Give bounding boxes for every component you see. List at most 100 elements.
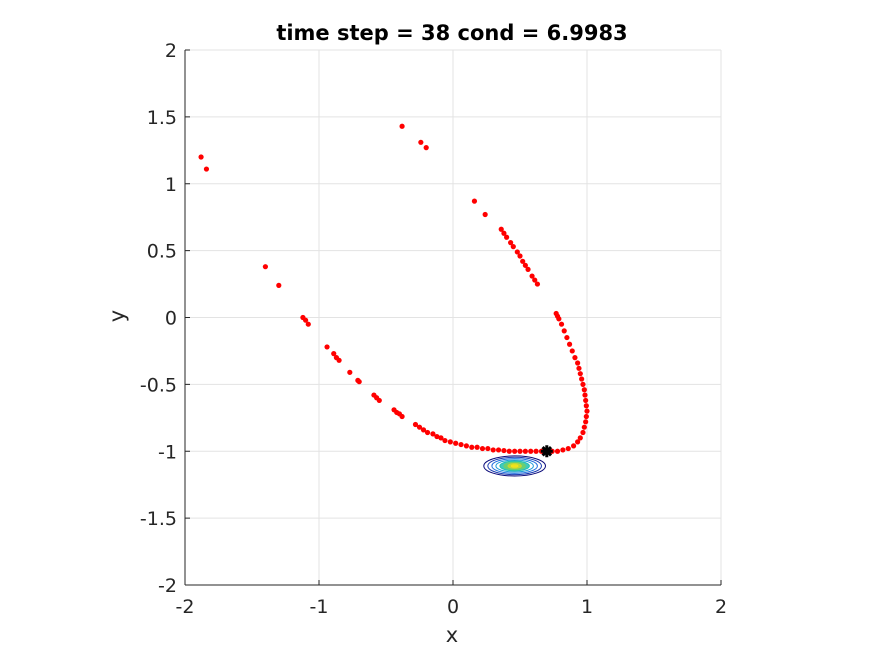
position-marker (540, 445, 553, 458)
scatter-point (529, 273, 535, 279)
contour-level (510, 464, 519, 468)
scatter-point (423, 145, 429, 151)
scatter-point (522, 262, 528, 268)
scatter-point (412, 421, 419, 428)
scatter-point (583, 419, 589, 425)
y-tick-label: -0.5 (140, 374, 177, 396)
scatter-point (420, 427, 427, 433)
scatter-point (569, 348, 575, 354)
x-tick-label: -1 (310, 596, 329, 618)
scatter-point (490, 447, 496, 453)
scatter-point (534, 281, 541, 287)
scatter-point (517, 253, 523, 259)
scatter-point (580, 381, 586, 387)
scatter-point (510, 244, 516, 250)
scatter-point (501, 230, 507, 236)
scatter-point (533, 448, 539, 454)
y-tick-label: 2 (165, 40, 177, 62)
scatter-point (479, 445, 486, 452)
scatter-point (561, 328, 567, 334)
axes-lines (184, 49, 722, 586)
scatter-point (564, 334, 570, 341)
scatter-point (336, 357, 342, 363)
scatter-point (305, 321, 311, 327)
scatter-point (581, 424, 587, 430)
scatter-point (376, 397, 382, 404)
scatter-point (576, 365, 582, 371)
scatter-point (198, 154, 204, 160)
scatter-point (583, 413, 589, 420)
y-tick-label: 0.5 (147, 241, 177, 263)
scatter-point (356, 379, 362, 385)
scatter-point (584, 408, 590, 414)
scatter-point (399, 413, 405, 420)
y-axis-label: y (105, 310, 129, 322)
contour-level (487, 456, 542, 476)
scatter-point (430, 431, 436, 437)
scatter-point (506, 448, 512, 454)
scatter-point (438, 435, 444, 441)
scatter-point (512, 448, 518, 454)
scatter-point (331, 351, 337, 357)
scatter-point (554, 448, 561, 454)
scatter-point (442, 437, 448, 444)
scatter-point (577, 371, 583, 377)
contour-level (495, 459, 534, 473)
y-tick-label: 1.5 (147, 107, 177, 129)
scatter-point (504, 234, 510, 240)
scatter-point (324, 344, 330, 350)
y-tick-label: -1 (158, 441, 177, 463)
scatter-point (495, 447, 502, 453)
scatter-point (575, 439, 581, 445)
scatter-point (520, 258, 526, 264)
x-tick-label: 1 (581, 596, 593, 618)
chart-title: time step = 38 cond = 6.9983 (276, 21, 627, 45)
scatter-point (514, 249, 520, 255)
y-tick-label: -1.5 (140, 508, 177, 530)
scatter-point (583, 397, 589, 404)
scatter-point (399, 123, 405, 129)
scatter-point (577, 435, 583, 441)
current-position-marker (540, 445, 553, 458)
scatter-point (474, 444, 480, 450)
scatter-point (532, 277, 538, 283)
scatter-point (453, 440, 459, 446)
scatter-point (571, 443, 577, 449)
x-tick-label: 0 (447, 596, 459, 618)
scatter-point (582, 392, 588, 398)
scatter-point (583, 403, 589, 409)
scatter-point (528, 448, 534, 454)
scatter-point (418, 139, 424, 145)
y-tick-label: -2 (158, 575, 177, 597)
scatter-point (347, 369, 353, 375)
scatter-point (203, 166, 210, 172)
scatter-point (560, 447, 566, 453)
contour-level (483, 455, 546, 477)
scatter-point (498, 226, 504, 232)
scatter-point (579, 376, 585, 382)
scatter-point (276, 282, 282, 288)
plot-area: -2 -1 0 1 2 -2 -1.5 -1 -0.5 0 0.5 1 1.5 2 (140, 40, 727, 618)
scatter-point (416, 424, 423, 430)
scatter-point (580, 429, 586, 436)
marker-stroke (541, 445, 553, 457)
scatter-point (508, 240, 514, 246)
scatter-point (558, 321, 565, 327)
scatter-point (485, 445, 491, 452)
contour-level (491, 458, 538, 474)
scatter-point (522, 448, 528, 454)
scatter-point (501, 447, 507, 454)
scatter-point (463, 443, 469, 449)
scatter-point (424, 429, 431, 436)
scatter-point (566, 341, 573, 347)
density-contour (483, 455, 546, 477)
y-tick-label: 0 (165, 308, 177, 330)
scatter-point (447, 439, 453, 445)
scatter-point (434, 433, 440, 440)
scatter-point (469, 444, 475, 450)
scatter-point (575, 360, 581, 366)
scatter-point (565, 445, 571, 452)
x-tick-label: -2 (176, 596, 195, 618)
tick-labels: -2 -1 0 1 2 -2 -1.5 -1 -0.5 0 0.5 1 1.5 2 (140, 40, 727, 618)
